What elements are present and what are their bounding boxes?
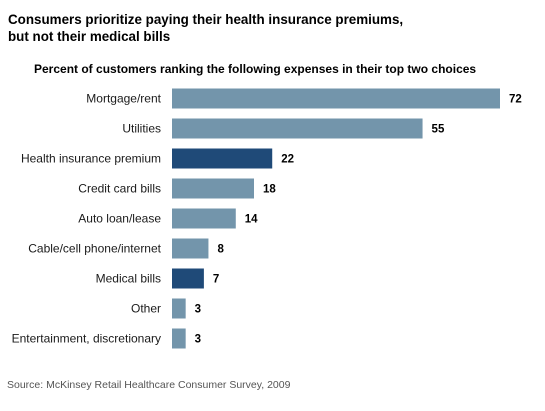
source-note: Source: McKinsey Retail Healthcare Consu… xyxy=(7,379,291,391)
chart-title-line-2: but not their medical bills xyxy=(8,29,171,44)
category-label-credit-card-bills: Credit card bills xyxy=(78,182,161,196)
chart-title-line-1: Consumers prioritize paying their health… xyxy=(8,12,404,27)
bars xyxy=(172,88,500,349)
value-label-utilities: 55 xyxy=(432,124,445,136)
bar-medical-bills xyxy=(172,268,204,289)
chart-title: Consumers prioritize paying their health… xyxy=(8,11,528,45)
bar-credit-card-bills xyxy=(172,178,254,199)
category-label-mortgage-rent: Mortgage/rent xyxy=(86,92,161,106)
category-label-cable-cell-phone-internet: Cable/cell phone/internet xyxy=(28,242,161,256)
category-label-health-insurance-premium: Health insurance premium xyxy=(21,152,161,166)
value-label-cable-cell-phone-internet: 8 xyxy=(217,244,224,256)
category-label-utilities: Utilities xyxy=(122,122,161,136)
category-label-auto-loan-lease: Auto loan/lease xyxy=(78,212,161,226)
bar-other xyxy=(172,298,186,319)
bar-mortgage-rent xyxy=(172,88,500,109)
category-label-medical-bills: Medical bills xyxy=(96,272,161,286)
value-label-other: 3 xyxy=(195,304,201,316)
chart-subtitle: Percent of customers ranking the followi… xyxy=(34,62,477,76)
category-labels: Mortgage/rent Utilities Health insurance p… xyxy=(12,92,162,346)
value-labels: 72 55 22 18 14 8 7 3 3 xyxy=(195,94,522,346)
bar-entertainment-discretionary xyxy=(172,328,186,349)
category-label-entertainment-discretionary: Entertainment, discretionary xyxy=(12,332,161,346)
value-label-mortgage-rent: 72 xyxy=(509,94,522,106)
category-label-other: Other xyxy=(131,302,161,316)
bar-utilities xyxy=(172,118,423,139)
value-label-credit-card-bills: 18 xyxy=(263,184,276,196)
bar-cable-cell-phone-internet xyxy=(172,238,209,259)
bar-auto-loan-lease xyxy=(172,208,236,229)
value-label-entertainment-discretionary: 3 xyxy=(195,334,201,346)
bar-health-insurance-premium xyxy=(172,148,273,169)
value-label-health-insurance-premium: 22 xyxy=(281,154,294,166)
value-label-auto-loan-lease: 14 xyxy=(245,214,258,226)
value-label-medical-bills: 7 xyxy=(213,274,219,286)
